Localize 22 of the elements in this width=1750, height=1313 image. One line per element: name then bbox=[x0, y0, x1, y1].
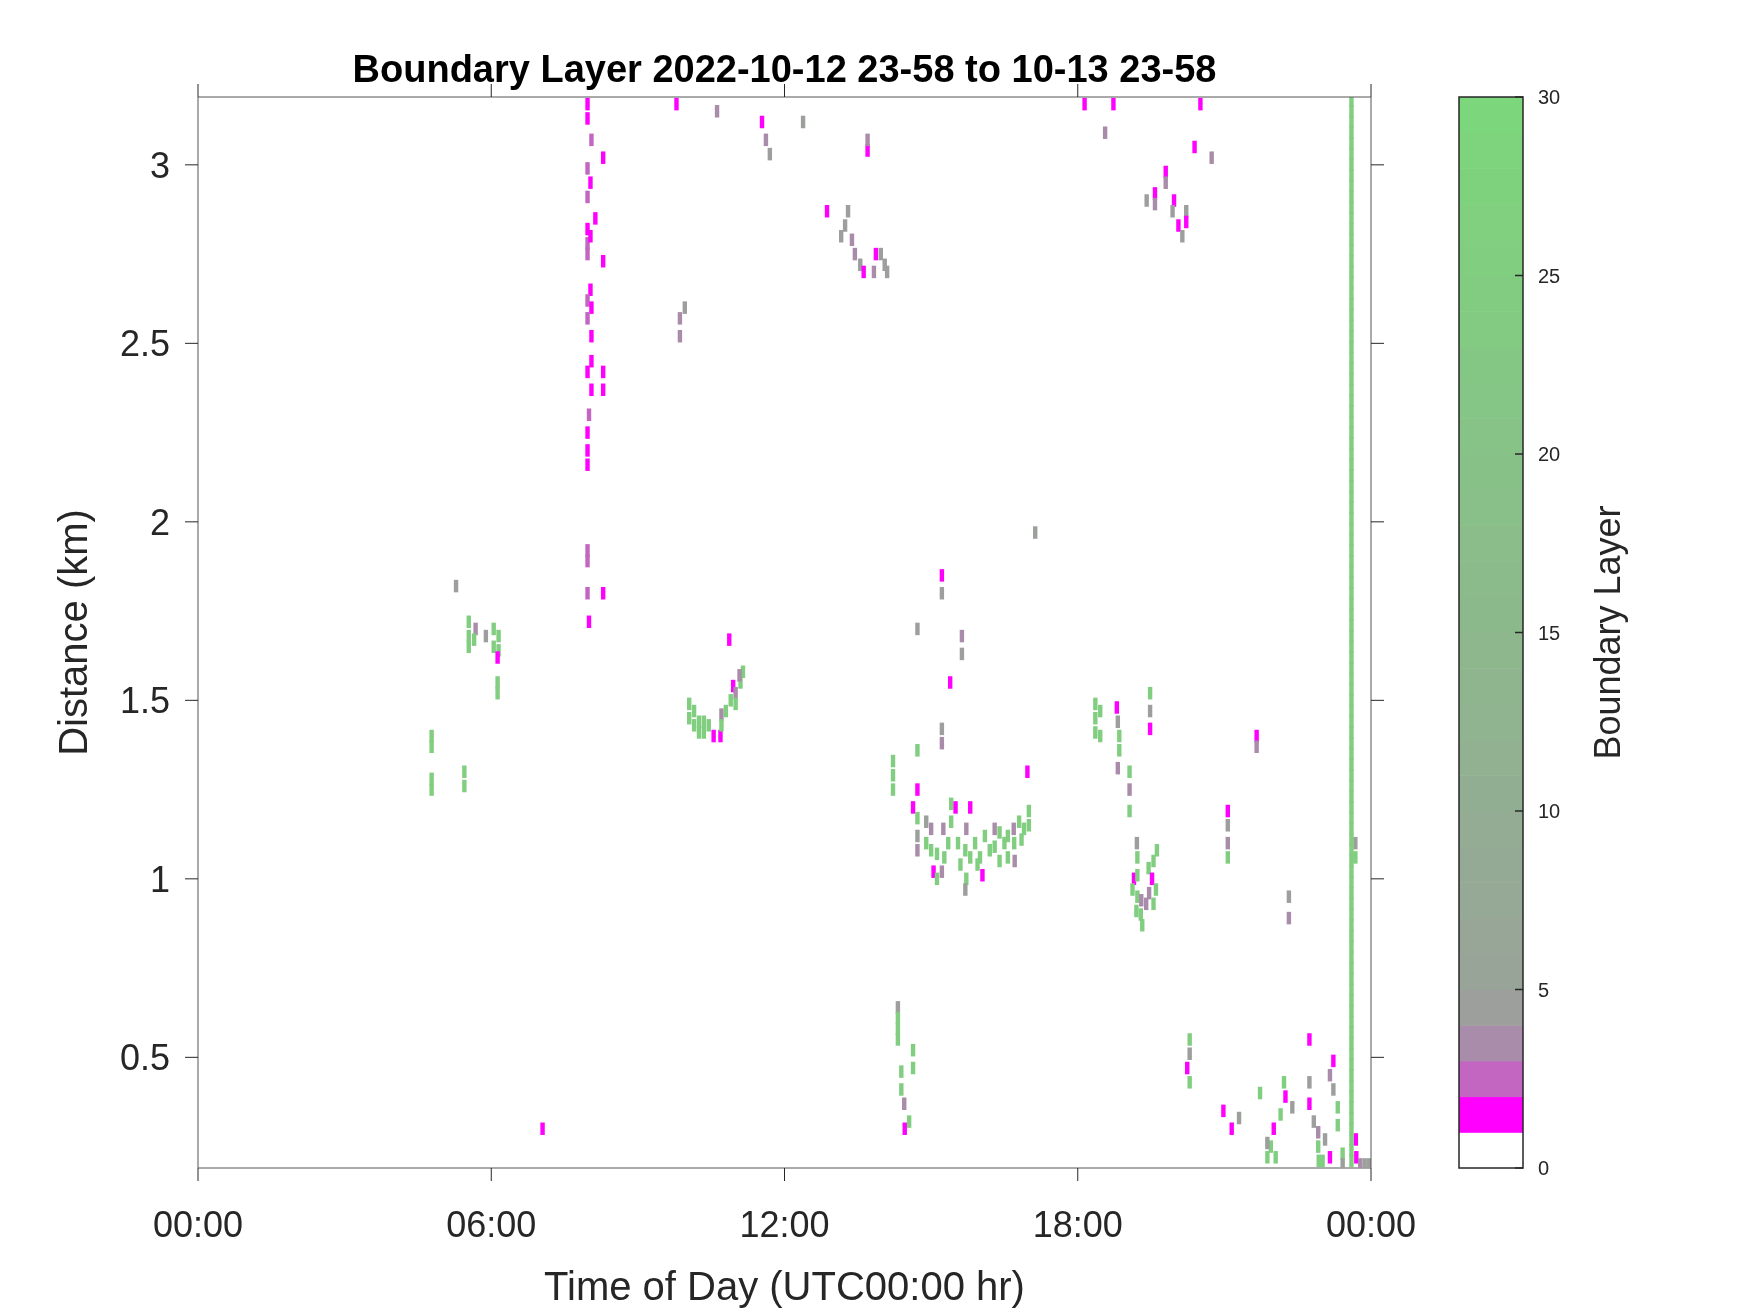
color-bar-label: 20 bbox=[1538, 443, 1561, 465]
x-tick-label: 00:00 bbox=[1325, 1203, 1417, 1245]
x-axis-title: Time of Day (UTC00:00 hr) bbox=[544, 1264, 1025, 1308]
y-tick-label: 2.5 bbox=[119, 323, 170, 365]
chart-title: Boundary Layer 2022-10-12 23-58 to 10-13 23-58 bbox=[352, 48, 1217, 90]
x-tick-label: 18:00 bbox=[1032, 1203, 1123, 1245]
color-bar-label: 10 bbox=[1538, 800, 1561, 822]
y-axis-title: Distance (km) bbox=[51, 509, 95, 756]
color-bar-title: Boundary Layer bbox=[1586, 505, 1628, 760]
color-bar-label: 0 bbox=[1538, 1157, 1550, 1179]
y-tick-label: 2 bbox=[149, 501, 170, 543]
x-tick-label: 06:00 bbox=[446, 1203, 537, 1245]
y-tick-label: 1 bbox=[149, 858, 170, 900]
color-bar-label: 30 bbox=[1538, 86, 1561, 108]
y-tick-label: 1.5 bbox=[119, 680, 170, 722]
y-tick-label: 3 bbox=[149, 144, 170, 186]
color-bar-label: 25 bbox=[1538, 264, 1561, 287]
y-tick-label: 0.5 bbox=[119, 1037, 170, 1079]
color-bar-label: 5 bbox=[1538, 978, 1550, 1001]
x-tick-label: 12:00 bbox=[739, 1203, 830, 1245]
x-tick-label: 00:00 bbox=[152, 1203, 244, 1245]
color-bar-label: 15 bbox=[1538, 621, 1561, 644]
